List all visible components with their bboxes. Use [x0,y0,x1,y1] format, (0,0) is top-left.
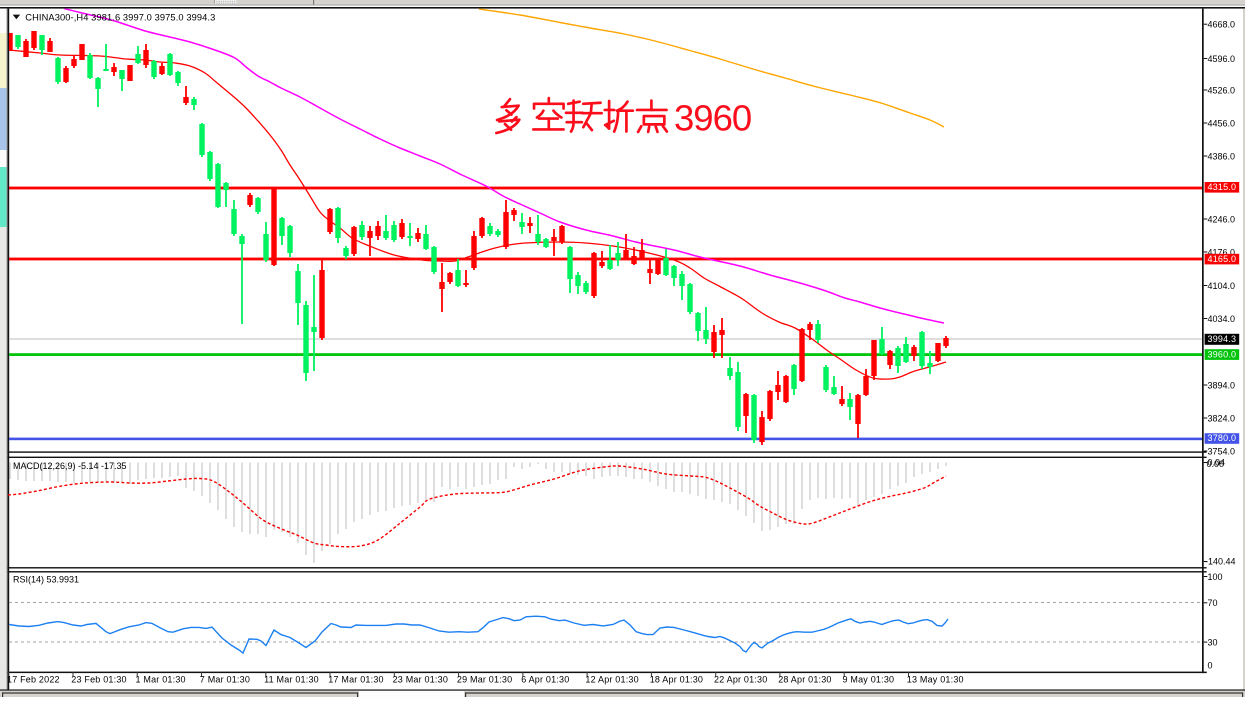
svg-text:11 Mar 01:30: 11 Mar 01:30 [264,675,319,685]
svg-text:13 May 01:30: 13 May 01:30 [907,675,964,685]
svg-text:4104.0: 4104.0 [1208,281,1236,291]
svg-text:3960: 3960 [674,98,751,139]
svg-text:3894.0: 3894.0 [1208,380,1236,390]
svg-text:1 Mar 01:30: 1 Mar 01:30 [136,675,186,685]
svg-text:28 Apr 01:30: 28 Apr 01:30 [778,675,831,685]
svg-text:RSI(14) 53.9931: RSI(14) 53.9931 [13,575,79,585]
svg-text:MACD(12,26,9) -5.14 -17.35: MACD(12,26,9) -5.14 -17.35 [13,461,127,471]
svg-text:17 Feb 2022: 17 Feb 2022 [7,675,60,685]
svg-text:4526.0: 4526.0 [1208,85,1236,95]
svg-text:30: 30 [1208,637,1218,647]
svg-text:3824.0: 3824.0 [1208,413,1236,423]
svg-text:4456.0: 4456.0 [1208,118,1236,128]
svg-text:23 Mar 01:30: 23 Mar 01:30 [393,675,448,685]
svg-text:17 Mar 01:30: 17 Mar 01:30 [328,675,383,685]
svg-text:7 Mar 01:30: 7 Mar 01:30 [200,675,250,685]
svg-text:3960.0: 3960.0 [1208,349,1237,359]
svg-text:12 Apr 01:30: 12 Apr 01:30 [585,675,638,685]
svg-text:22 Apr 01:30: 22 Apr 01:30 [714,675,767,685]
svg-text:4596.0: 4596.0 [1208,54,1236,64]
svg-text:4176.0: 4176.0 [1208,247,1236,257]
svg-text:29 Mar 01:30: 29 Mar 01:30 [457,675,512,685]
svg-text:-140.44: -140.44 [1205,556,1236,566]
svg-text:6 Apr 01:30: 6 Apr 01:30 [521,675,569,685]
svg-text:4668.0: 4668.0 [1208,20,1236,30]
svg-text:4386.0: 4386.0 [1208,151,1236,161]
svg-text:18 Apr 01:30: 18 Apr 01:30 [650,675,703,685]
svg-text:100: 100 [1208,572,1223,582]
svg-text:0: 0 [1208,660,1213,670]
svg-text:3754.0: 3754.0 [1208,446,1236,456]
svg-text:4165.0: 4165.0 [1208,254,1237,264]
svg-text:4246.0: 4246.0 [1208,214,1236,224]
svg-text:3994.3: 3994.3 [1208,334,1237,344]
svg-text:9 May 01:30: 9 May 01:30 [843,675,895,685]
svg-text:CHINA300-,H4 3981.6 3997.0 39: CHINA300-,H4 3981.6 3997.0 3975.0 3994.3 [25,12,215,22]
svg-text:70: 70 [1208,598,1218,608]
svg-text:23 Feb 01:30: 23 Feb 01:30 [71,675,126,685]
svg-text:0.00: 0.00 [1207,459,1225,469]
svg-text:4034.0: 4034.0 [1208,314,1236,324]
svg-text:3780.0: 3780.0 [1208,433,1237,443]
svg-text:0.04: 0.04 [1208,458,1226,468]
svg-text:4315.0: 4315.0 [1208,182,1237,192]
